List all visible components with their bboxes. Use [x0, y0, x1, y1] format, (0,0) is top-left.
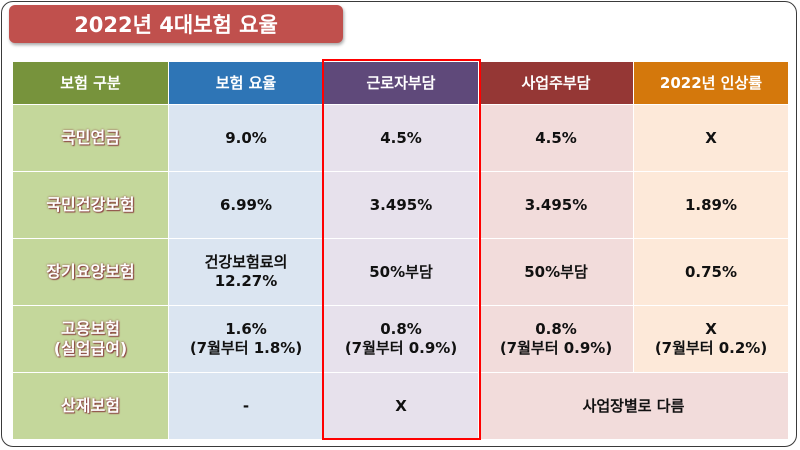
- cell-line: (7월부터 1.8%): [189, 339, 303, 357]
- increase-cell: 1.89%: [633, 171, 789, 239]
- cell-line: 12.27%: [214, 272, 278, 290]
- table-header-row: 보험 구분 보험 요율 근로자부담 사업주부담 2022년 인상률: [12, 61, 789, 105]
- cell-line: 3.495%: [369, 195, 433, 214]
- cell-line: X: [705, 320, 717, 339]
- header-worker-share: 근로자부담: [323, 61, 479, 105]
- cell-line: 6.99%: [219, 195, 273, 214]
- cell-line: (7월부터 0.2%): [654, 339, 768, 357]
- table-row: 국민건강보험 6.99% 3.495% 3.495% 1.89%: [12, 171, 789, 239]
- worker-share-cell: 50%부담: [323, 238, 479, 306]
- worker-share-cell: X: [323, 372, 479, 440]
- cell-line: 4.5%: [535, 128, 577, 147]
- worker-share-cell: 4.5%: [323, 104, 479, 172]
- header-2022-increase: 2022년 인상률: [633, 61, 789, 105]
- insurance-rate-table: 보험 구분 보험 요율 근로자부담 사업주부담 2022년 인상률 국민연금 9…: [12, 61, 789, 440]
- cell-line: 0.8%: [380, 320, 422, 339]
- worker-share-cell: 3.495%: [323, 171, 479, 239]
- cell-line: 1.6%: [225, 320, 267, 339]
- header-employer-share: 사업주부담: [478, 61, 634, 105]
- cell-line: 장기요양보험: [46, 262, 135, 281]
- row-label: 산재보험: [12, 372, 169, 440]
- cell-line: X: [395, 396, 407, 415]
- increase-cell: X (7월부터 0.2%): [633, 305, 789, 373]
- employer-share-cell: 4.5%: [478, 104, 634, 172]
- rate-cell: 6.99%: [168, 171, 324, 239]
- row-label: 국민건강보험: [12, 171, 169, 239]
- rate-cell: 1.6% (7월부터 1.8%): [168, 305, 324, 373]
- cell-line: (실업급여): [53, 339, 128, 358]
- cell-line: 3.495%: [524, 195, 588, 214]
- rate-cell: 9.0%: [168, 104, 324, 172]
- cell-line: 4.5%: [380, 128, 422, 147]
- table-row: 산재보험 - X 사업장별로 다름: [12, 372, 789, 440]
- table-row: 국민연금 9.0% 4.5% 4.5% X: [12, 104, 789, 172]
- cell-line: 고용보험: [61, 319, 120, 338]
- page-title: 2022년 4대보험 요율: [9, 5, 343, 43]
- cell-line: 50%부담: [524, 262, 588, 281]
- worker-share-cell: 0.8% (7월부터 0.9%): [323, 305, 479, 373]
- employer-and-increase-merged-cell: 사업장별로 다름: [478, 372, 789, 440]
- cell-line: 국민건강보험: [46, 195, 135, 214]
- table-row: 고용보험 (실업급여) 1.6% (7월부터 1.8%) 0.8% (7월부터 …: [12, 305, 789, 373]
- cell-line: 건강보험료의: [204, 253, 288, 272]
- employer-share-cell: 50%부담: [478, 238, 634, 306]
- cell-line: 사업장별로 다름: [582, 396, 685, 415]
- row-label: 장기요양보험: [12, 238, 169, 306]
- cell-line: (7월부터 0.9%): [344, 339, 458, 357]
- cell-line: 0.75%: [684, 262, 738, 281]
- table-row: 장기요양보험 건강보험료의 12.27% 50%부담 50%부담 0.75%: [12, 238, 789, 306]
- increase-cell: X: [633, 104, 789, 172]
- row-label: 국민연금: [12, 104, 169, 172]
- header-insurance-rate: 보험 요율: [168, 61, 324, 105]
- cell-line: 50%부담: [369, 262, 433, 281]
- row-label: 고용보험 (실업급여): [12, 305, 169, 373]
- cell-line: 9.0%: [225, 128, 267, 147]
- insurance-rate-table-wrapper: 보험 구분 보험 요율 근로자부담 사업주부담 2022년 인상률 국민연금 9…: [12, 61, 789, 440]
- cell-line: 국민연금: [61, 128, 120, 147]
- rate-cell: 건강보험료의 12.27%: [168, 238, 324, 306]
- cell-line: X: [705, 128, 717, 147]
- increase-cell: 0.75%: [633, 238, 789, 306]
- cell-line: -: [242, 396, 250, 415]
- cell-line: 0.8%: [535, 320, 577, 339]
- cell-line: 1.89%: [684, 195, 738, 214]
- rate-cell: -: [168, 372, 324, 440]
- employer-share-cell: 0.8% (7월부터 0.9%): [478, 305, 634, 373]
- cell-line: 산재보험: [61, 396, 120, 415]
- employer-share-cell: 3.495%: [478, 171, 634, 239]
- cell-line: (7월부터 0.9%): [499, 339, 613, 357]
- header-insurance-type: 보험 구분: [12, 61, 169, 105]
- page-title-text: 2022년 4대보험 요율: [74, 13, 278, 37]
